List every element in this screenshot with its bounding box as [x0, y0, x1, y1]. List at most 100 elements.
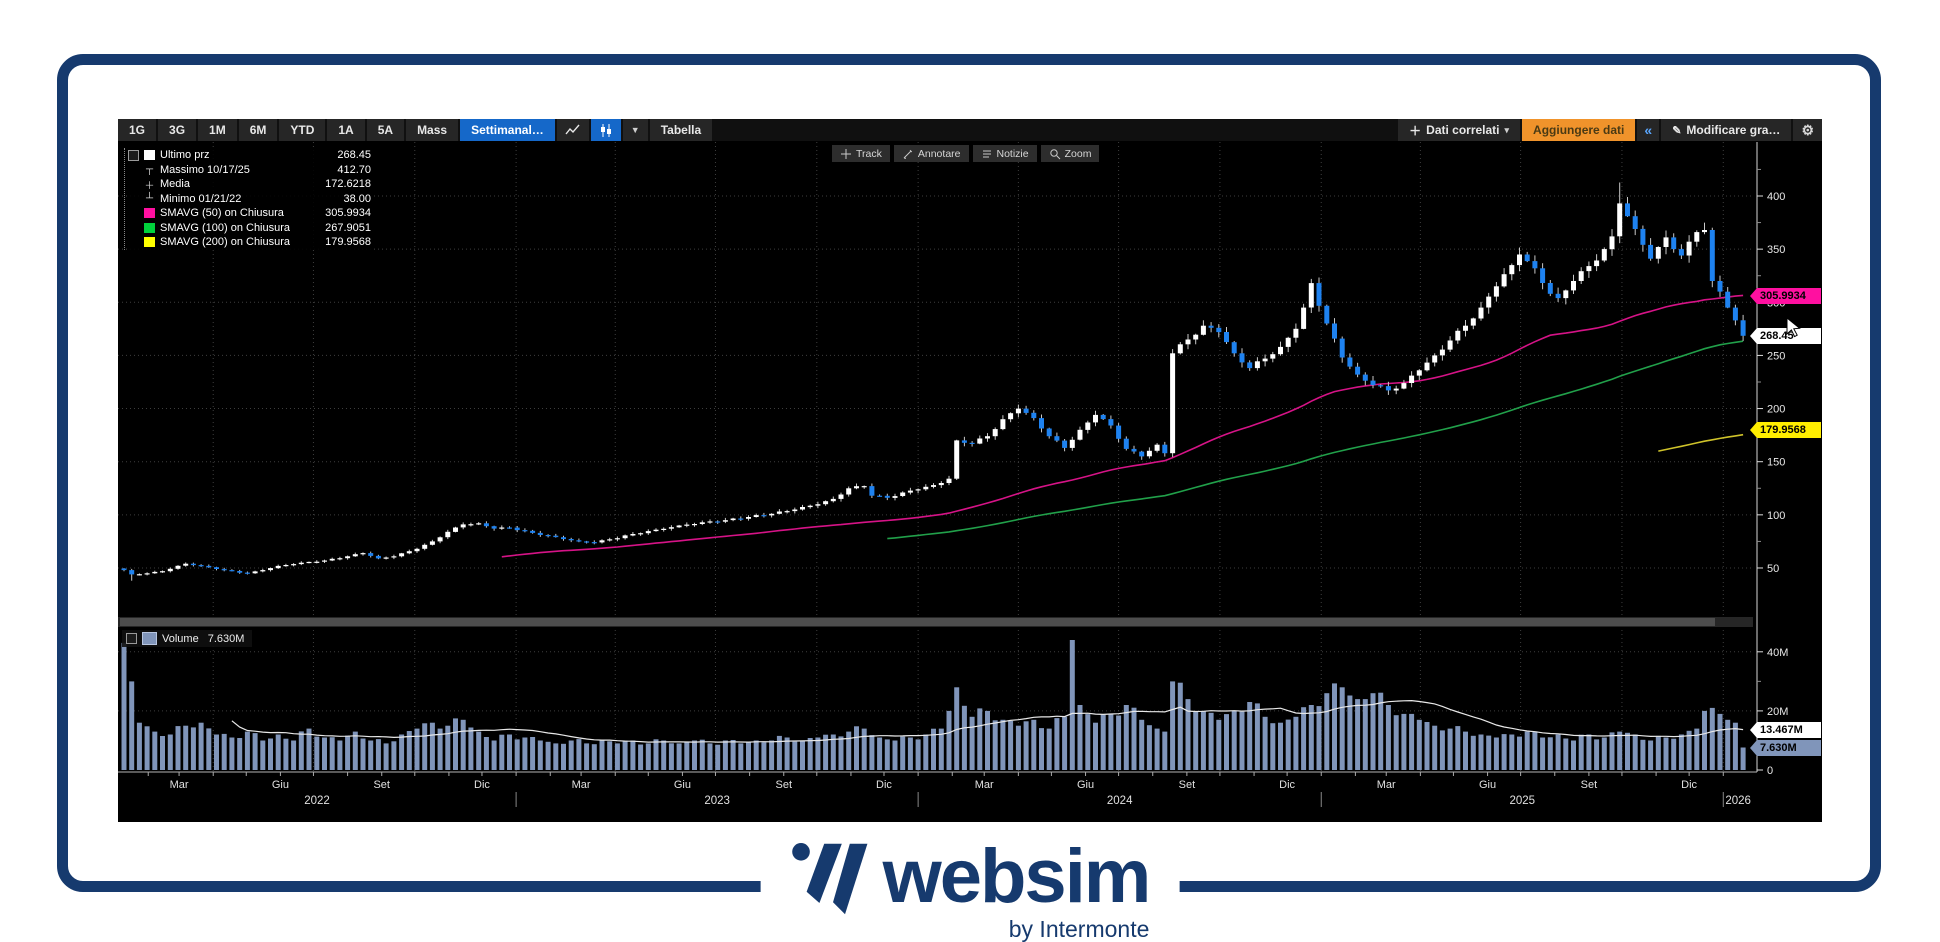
- legend-row-minimo-01-21-22[interactable]: ┴ Minimo 01/21/22 38.00: [128, 191, 373, 206]
- svg-text:Set: Set: [373, 779, 390, 791]
- svg-text:250: 250: [1767, 350, 1785, 362]
- legend-row-massimo-10-17-25[interactable]: ┬ Massimo 10/17/25 412.70: [128, 162, 373, 177]
- legend-label: Massimo 10/17/25: [160, 163, 250, 176]
- range-button-ytd[interactable]: YTD: [279, 119, 326, 141]
- legend-row-ultimo-prz[interactable]: Ultimo prz 268.45: [128, 148, 373, 163]
- low-marker-icon: ┴: [145, 193, 154, 205]
- plot-area: 50 100 150 200 250 300 350 400 40M 20M 0 Mar Giu Set D…: [118, 141, 1822, 822]
- related-data-button[interactable]: ＋ Dati correlati ▾: [1398, 119, 1521, 141]
- websim-logo-mark: [792, 843, 868, 915]
- period-selector-settimanale[interactable]: Settimanal…: [460, 119, 555, 141]
- range-button-3g[interactable]: 3G: [158, 119, 197, 141]
- legend-value: 172.6218: [325, 178, 371, 191]
- zoom-button[interactable]: Zoom: [1040, 145, 1100, 162]
- intermonte-byline: by Intermonte: [1008, 916, 1150, 942]
- notizie-button[interactable]: Notizie: [972, 145, 1037, 162]
- volume-value: 7.630M: [207, 632, 245, 645]
- toolbar-spacer: [714, 119, 1397, 141]
- svg-text:Mar: Mar: [572, 779, 591, 791]
- expander-icon[interactable]: [128, 149, 139, 161]
- sma-swatch: [144, 208, 155, 219]
- legend-row-media[interactable]: ＋ Media 172.6218: [128, 177, 373, 192]
- svg-text:2023: 2023: [704, 795, 730, 807]
- svg-text:400: 400: [1767, 191, 1785, 203]
- svg-text:Mar: Mar: [1377, 779, 1396, 791]
- svg-text:0: 0: [1767, 765, 1773, 777]
- collapse-panel-button[interactable]: «: [1637, 119, 1660, 141]
- legend-value: 412.70: [337, 163, 371, 176]
- svg-text:300: 300: [1767, 297, 1785, 309]
- track-icon: [841, 148, 851, 159]
- legend-label: SMAVG (100) on Chiusura: [160, 221, 291, 234]
- annotate-icon: [903, 149, 913, 159]
- svg-text:Set: Set: [775, 779, 792, 791]
- svg-text:Dic: Dic: [1279, 779, 1295, 791]
- svg-text:Giu: Giu: [674, 779, 691, 791]
- svg-text:Dic: Dic: [474, 779, 490, 791]
- svg-text:Giu: Giu: [1479, 779, 1496, 791]
- svg-text:20M: 20M: [1767, 706, 1788, 718]
- range-button-mass[interactable]: Mass: [406, 119, 459, 141]
- svg-text:Giu: Giu: [1077, 779, 1094, 791]
- legend-row-smavg-200-on-chiusura[interactable]: SMAVG (200) on Chiusura 179.9568: [128, 235, 373, 250]
- svg-text:40M: 40M: [1767, 647, 1788, 659]
- svg-text:100: 100: [1767, 510, 1785, 522]
- track-button[interactable]: Track: [832, 145, 890, 162]
- websim-logo: websim by Intermonte: [760, 834, 1180, 942]
- svg-text:Set: Set: [1179, 779, 1196, 791]
- range-button-1a[interactable]: 1A: [327, 119, 365, 141]
- legend-label: Media: [160, 178, 190, 191]
- svg-text:Dic: Dic: [876, 779, 892, 791]
- legend-label: SMAVG (200) on Chiusura: [160, 236, 291, 249]
- legend-label: Minimo 01/21/22: [160, 192, 242, 205]
- legend-row-smavg-50-on-chiusura[interactable]: SMAVG (50) on Chiusura 305.9934: [128, 206, 373, 221]
- chart-mini-toolbar: Track Annotare Notizie Zoom: [832, 145, 1100, 162]
- news-icon: [982, 150, 991, 157]
- settings-button[interactable]: ⚙: [1793, 119, 1822, 141]
- range-button-5a[interactable]: 5A: [366, 119, 405, 141]
- range-button-6m[interactable]: 6M: [238, 119, 278, 141]
- candlestick-icon: [600, 123, 611, 137]
- sma-swatch: [144, 237, 155, 248]
- mean-marker-icon: ＋: [144, 180, 155, 192]
- price-volume-chart[interactable]: 50 100 150 200 250 300 350 400 40M 20M 0 Mar Giu Set D…: [118, 141, 1822, 822]
- svg-text:Mar: Mar: [975, 779, 994, 791]
- line-chart-icon-button[interactable]: [556, 119, 589, 141]
- legend-value: 267.9051: [325, 221, 371, 234]
- svg-text:Mar: Mar: [170, 779, 189, 791]
- svg-text:50: 50: [1767, 563, 1779, 575]
- legend-label: SMAVG (50) on Chiusura: [160, 207, 284, 220]
- chart-type-dropdown[interactable]: ▼: [622, 119, 648, 141]
- last-price-swatch: [144, 150, 155, 161]
- mouse-cursor: [1786, 317, 1801, 338]
- volume-swatch: [142, 632, 157, 645]
- chevron-down-icon: ▾: [1504, 124, 1510, 135]
- svg-text:200: 200: [1767, 404, 1785, 416]
- chevron-down-icon: ▼: [630, 125, 640, 135]
- legend-row-smavg-100-on-chiusura[interactable]: SMAVG (100) on Chiusura 267.9051: [128, 220, 373, 235]
- svg-text:2022: 2022: [304, 795, 330, 807]
- table-button[interactable]: Tabella: [649, 119, 713, 141]
- plus-icon: ＋: [1409, 123, 1422, 138]
- annotare-button[interactable]: Annotare: [893, 145, 969, 162]
- gear-icon: ⚙: [1801, 121, 1814, 138]
- zoom-icon: [1049, 148, 1060, 159]
- svg-text:2025: 2025: [1509, 795, 1535, 807]
- modify-chart-button[interactable]: ✎ Modificare gra…: [1661, 119, 1792, 141]
- price-legend: Ultimo prz 268.45 ┬ Massimo 10/17/25 412.70 ＋…: [124, 148, 373, 250]
- range-button-1m[interactable]: 1M: [198, 119, 237, 141]
- add-data-button[interactable]: Aggiungere dati: [1522, 119, 1636, 141]
- expander-icon[interactable]: [126, 633, 137, 644]
- sma-swatch: [144, 222, 155, 233]
- legend-value: 179.9568: [325, 236, 371, 249]
- svg-text:Dic: Dic: [1681, 779, 1697, 791]
- legend-value: 268.45: [337, 149, 371, 162]
- websim-wordmark: websim: [882, 834, 1152, 919]
- candlestick-icon-button[interactable]: [590, 119, 621, 141]
- chart-widget: 1G 3G 1M 6M YTD 1A 5A Mass Settimanal… ▼ Tabell…: [118, 119, 1822, 822]
- volume-legend[interactable]: Volume 7.630M: [122, 630, 253, 647]
- range-button-1g[interactable]: 1G: [118, 119, 157, 141]
- high-marker-icon: ┬: [145, 164, 154, 176]
- svg-text:Set: Set: [1581, 779, 1598, 791]
- svg-text:2026: 2026: [1725, 795, 1751, 807]
